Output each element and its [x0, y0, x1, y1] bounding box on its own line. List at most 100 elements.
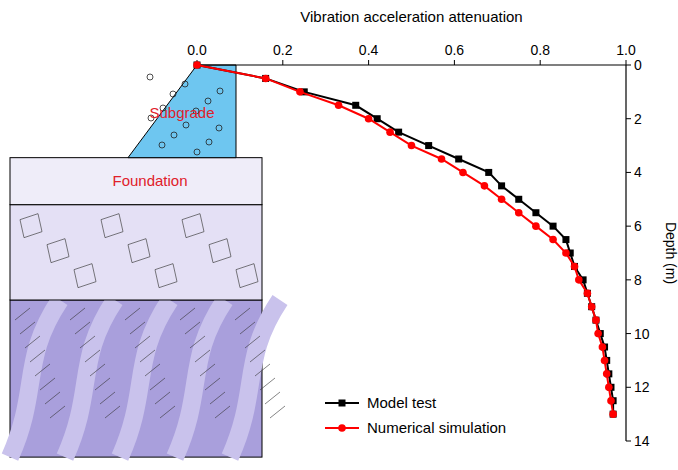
- gravel-texture: [128, 239, 150, 263]
- subgrade-texture: [206, 139, 212, 145]
- series-point: [262, 75, 269, 82]
- rock-hatch: [140, 350, 155, 362]
- subgrade-texture: [205, 98, 211, 104]
- x-tick: [368, 60, 369, 65]
- y-tick: [626, 279, 631, 280]
- rock-hatch: [25, 336, 40, 348]
- annotation: Foundation: [112, 172, 187, 189]
- gravel-texture: [182, 214, 204, 238]
- series-point: [610, 411, 617, 418]
- rock-hatch: [260, 378, 275, 390]
- rock-hatch: [160, 406, 175, 418]
- rock-hatch: [30, 350, 45, 362]
- legend-marker: [339, 400, 346, 407]
- series-point: [459, 169, 467, 177]
- rock-hatch: [90, 364, 105, 376]
- rock-hatch: [235, 308, 250, 320]
- foundation-layer: [10, 158, 262, 205]
- subgrade-texture: [171, 132, 177, 138]
- x-tick-label: 0.2: [273, 42, 293, 58]
- series-point: [481, 182, 489, 190]
- rock-hatch: [20, 322, 35, 334]
- y-tick-label: 4: [634, 164, 642, 180]
- subgrade-texture: [183, 122, 189, 128]
- series-point: [498, 182, 505, 189]
- series-point: [455, 156, 462, 163]
- series-point: [609, 410, 617, 418]
- subgrade-texture: [147, 74, 153, 80]
- series-point: [193, 61, 201, 69]
- x-tick-label: 0.4: [359, 42, 379, 58]
- x-tick-label: 1.0: [616, 42, 636, 58]
- series-point: [601, 357, 609, 365]
- series-point: [584, 290, 591, 297]
- series-point: [603, 370, 611, 378]
- series-line: [197, 65, 613, 414]
- series-point: [605, 383, 613, 391]
- series-point: [262, 75, 270, 83]
- series-point: [549, 236, 557, 244]
- rock-hatch: [80, 336, 95, 348]
- y-tick: [626, 118, 631, 119]
- subgrade-texture: [216, 125, 222, 131]
- rock-hatch: [210, 392, 225, 404]
- series-point: [584, 289, 592, 297]
- gravel-texture: [47, 239, 69, 263]
- rock-hatch: [75, 322, 90, 334]
- annotation: Subgrade: [149, 104, 214, 121]
- legend-label: Numerical simulation: [367, 419, 506, 436]
- x-tick: [282, 60, 283, 65]
- rock-hatch: [85, 350, 100, 362]
- subgrade-texture: [194, 149, 200, 155]
- rock-layer: [10, 300, 262, 457]
- rock-hatch: [35, 364, 50, 376]
- x-tick-label: 0.8: [530, 42, 550, 58]
- rock-texture: [230, 300, 280, 457]
- y-tick-label: 2: [634, 111, 642, 127]
- y-tick-label: 0: [634, 57, 642, 73]
- rock-hatch: [100, 392, 115, 404]
- series-point: [374, 115, 381, 122]
- subgrade-texture: [159, 142, 165, 148]
- gravel-texture: [101, 214, 123, 238]
- rock-hatch: [180, 308, 195, 320]
- x-tick-label: 0.6: [445, 42, 465, 58]
- series-point: [365, 115, 373, 123]
- y-tick-label: 6: [634, 218, 642, 234]
- y-tick: [626, 65, 631, 66]
- y-tick: [626, 226, 631, 227]
- y-tick-label: 14: [634, 433, 650, 449]
- rock-hatch: [50, 406, 65, 418]
- series-point: [425, 142, 432, 149]
- series-point: [562, 249, 570, 257]
- subgrade-body: [128, 65, 236, 158]
- series-point: [592, 316, 600, 324]
- rock-hatch: [40, 378, 55, 390]
- rock-hatch: [240, 322, 255, 334]
- rock-hatch: [145, 364, 160, 376]
- y-tick-label: 10: [634, 326, 650, 342]
- series-point: [485, 169, 492, 176]
- series-point: [438, 155, 446, 163]
- x-tick-label: 0.0: [187, 42, 207, 58]
- rock-hatch: [135, 336, 150, 348]
- series-point: [515, 196, 522, 203]
- y-tick: [626, 441, 631, 442]
- series-point: [575, 276, 583, 284]
- series-point: [532, 209, 539, 216]
- chart: Subgrade Foundation 0.0 0.2 0.4 0.6 0.8 1.00 2 4 6…: [0, 0, 678, 470]
- rock-hatch: [70, 308, 85, 320]
- y-tick-label: 8: [634, 272, 642, 288]
- series-point: [588, 303, 596, 311]
- rock-hatch: [125, 308, 140, 320]
- rock-hatch: [185, 322, 200, 334]
- x-tick: [540, 60, 541, 65]
- rock-hatch: [200, 364, 215, 376]
- rock-hatch: [190, 336, 205, 348]
- series-point: [571, 263, 578, 270]
- legend: Model testNumerical simulation: [325, 394, 506, 436]
- series-point: [335, 101, 343, 109]
- rock-hatch: [150, 378, 165, 390]
- series-point: [550, 223, 557, 230]
- rock-hatch: [195, 350, 210, 362]
